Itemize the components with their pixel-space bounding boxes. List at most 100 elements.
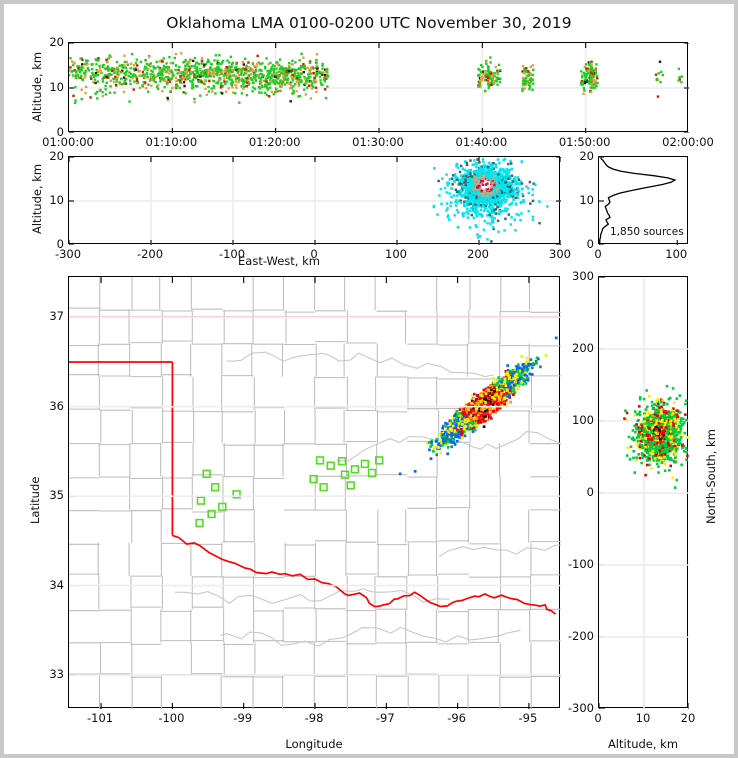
source-point	[168, 80, 171, 84]
source-point	[186, 70, 189, 73]
source-point	[201, 74, 204, 78]
source-point	[195, 61, 198, 64]
source-point	[474, 190, 477, 193]
source-point	[150, 84, 153, 87]
source-point	[74, 99, 77, 102]
source-point	[198, 73, 201, 77]
source-point	[521, 76, 525, 80]
source-point	[321, 64, 324, 67]
source-point	[499, 192, 502, 196]
time-height-xtick: 01:40:00	[455, 135, 508, 149]
east-west-xtick: 0	[310, 247, 318, 261]
source-point	[481, 183, 484, 187]
time-height-plot	[69, 43, 689, 133]
source-point	[523, 78, 526, 81]
source-point	[490, 166, 494, 169]
source-point	[207, 69, 211, 72]
source-point	[531, 199, 535, 203]
source-point	[587, 80, 591, 83]
source-point	[245, 84, 248, 88]
source-point	[507, 177, 510, 180]
source-point	[220, 72, 223, 76]
source-point	[312, 72, 315, 75]
source-point	[163, 68, 166, 72]
source-point	[499, 204, 503, 208]
source-point	[471, 183, 475, 186]
source-point	[158, 73, 161, 76]
source-point	[498, 170, 501, 173]
source-point	[525, 67, 528, 70]
source-point	[484, 89, 487, 93]
source-point	[463, 181, 466, 184]
source-point	[77, 69, 81, 72]
east-west-ytick: 10	[49, 193, 64, 207]
source-point	[580, 76, 584, 79]
source-point	[295, 90, 298, 93]
source-point	[494, 208, 498, 211]
source-point	[163, 85, 166, 89]
source-point	[592, 82, 596, 86]
source-point	[175, 79, 178, 83]
source-point	[482, 209, 486, 213]
source-point	[102, 63, 105, 67]
source-point	[114, 83, 118, 87]
source-point	[480, 75, 484, 78]
source-point	[509, 223, 513, 226]
source-point	[502, 175, 506, 179]
source-point	[228, 76, 231, 80]
source-point	[134, 62, 138, 65]
lma-station-marker	[374, 456, 384, 465]
source-point	[215, 72, 218, 76]
source-point	[489, 194, 492, 197]
source-point	[472, 163, 476, 166]
source-point	[466, 203, 469, 207]
source-point	[500, 191, 504, 194]
source-point	[486, 238, 489, 241]
source-point	[493, 199, 496, 203]
source-point	[529, 202, 532, 205]
source-point	[528, 81, 531, 85]
source-point	[497, 205, 501, 209]
source-point	[196, 71, 200, 75]
source-point	[80, 74, 83, 77]
source-point	[158, 60, 161, 63]
source-point	[223, 77, 226, 80]
source-point	[459, 193, 463, 197]
source-point	[482, 164, 486, 167]
source-point	[148, 55, 151, 59]
source-point	[522, 198, 525, 202]
source-point	[491, 82, 495, 85]
source-point	[165, 81, 168, 84]
source-point	[164, 76, 168, 79]
source-point	[265, 84, 268, 87]
source-point	[125, 77, 128, 81]
source-point	[269, 78, 272, 81]
source-point	[90, 63, 93, 66]
source-point	[245, 64, 248, 68]
source-point	[473, 179, 477, 183]
source-point	[488, 84, 491, 87]
source-point	[69, 66, 72, 69]
source-point	[488, 192, 491, 195]
source-point	[152, 73, 155, 76]
source-point	[282, 68, 285, 71]
source-point	[482, 388, 486, 392]
source-point	[496, 71, 499, 74]
source-point	[135, 79, 139, 82]
source-point	[458, 170, 462, 174]
source-point	[595, 75, 599, 78]
source-point	[523, 82, 527, 86]
source-point	[437, 179, 440, 183]
source-point	[220, 92, 224, 95]
source-point	[137, 70, 140, 73]
source-point	[453, 214, 456, 217]
source-point	[477, 197, 481, 201]
source-point	[479, 80, 482, 83]
source-point	[494, 178, 497, 182]
source-point	[189, 80, 192, 83]
source-point	[584, 63, 588, 66]
source-point	[304, 80, 308, 83]
source-point	[308, 80, 312, 83]
source-point	[483, 184, 486, 187]
source-point	[256, 62, 259, 65]
